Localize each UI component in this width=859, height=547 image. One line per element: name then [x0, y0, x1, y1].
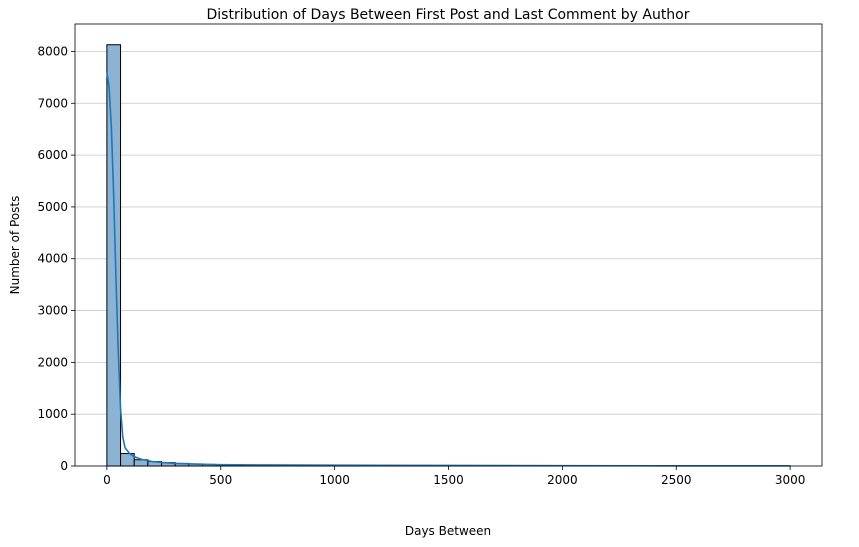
y-tick-label: 1000	[37, 407, 68, 421]
x-tick-label: 2500	[661, 473, 692, 487]
y-axis-label: Number of Posts	[8, 196, 22, 295]
x-tick-label: 0	[103, 473, 111, 487]
y-tick-label: 8000	[37, 44, 68, 58]
y-tick-label: 6000	[37, 148, 68, 162]
x-tick-label: 3000	[775, 473, 806, 487]
kde-curve	[106, 72, 791, 467]
chart-title: Distribution of Days Between First Post …	[206, 7, 689, 23]
x-tick-label: 2000	[547, 473, 578, 487]
x-tick-label: 500	[209, 473, 232, 487]
kde-curve-group	[106, 72, 791, 467]
y-tick-label: 7000	[37, 96, 68, 110]
y-tick-label: 0	[60, 459, 68, 473]
x-tick-label: 1000	[319, 473, 350, 487]
y-tick-label: 3000	[37, 304, 68, 318]
x-axis-ticks: 0 500 1000 1500 2000 2500 3000	[103, 466, 805, 487]
y-tick-label: 5000	[37, 200, 68, 214]
y-axis-ticks: 0 1000 2000 3000 4000 5000 6000 7000 8000	[37, 44, 75, 473]
y-tick-label: 2000	[37, 355, 68, 369]
histogram-bar	[106, 44, 122, 467]
y-tick-label: 4000	[37, 252, 68, 266]
x-axis-label: Days Between	[405, 524, 491, 538]
x-tick-label: 1500	[433, 473, 464, 487]
